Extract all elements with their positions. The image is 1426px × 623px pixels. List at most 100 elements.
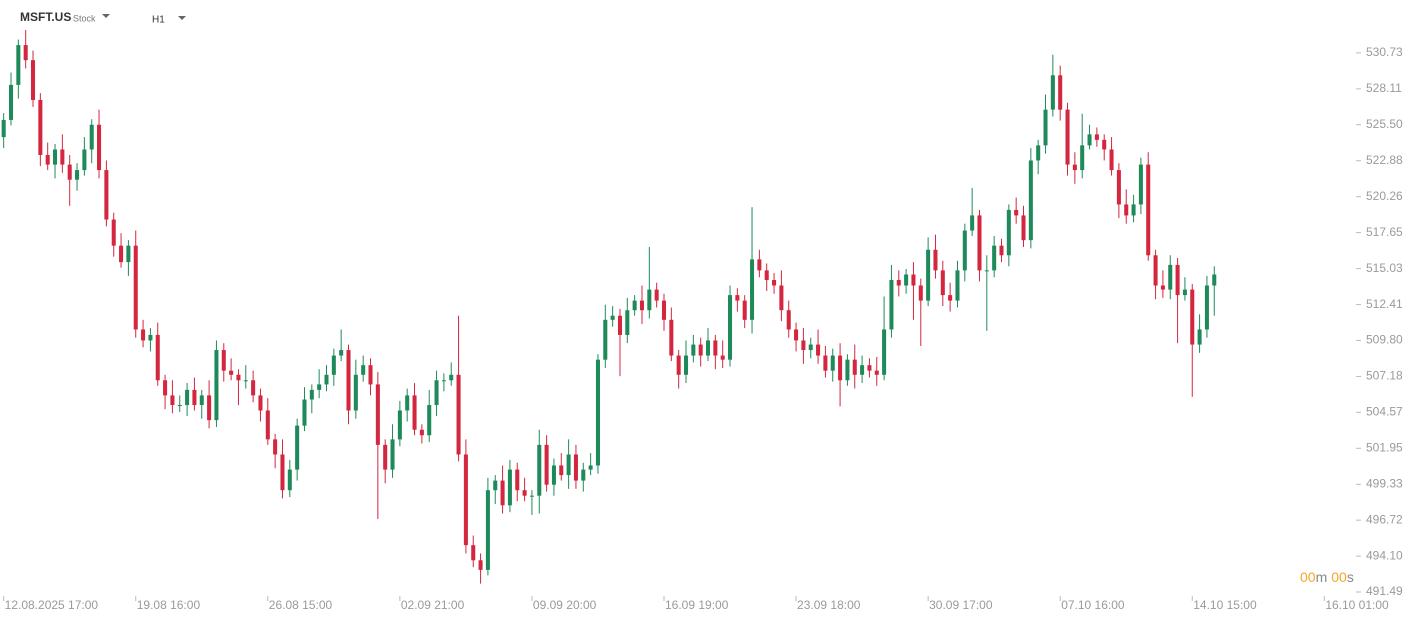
candle-body: [588, 465, 593, 470]
candle-body: [463, 454, 468, 546]
candle-body: [1028, 160, 1033, 241]
candle-body: [522, 490, 527, 496]
candle-body: [1094, 134, 1099, 140]
y-tick-label: 494.10: [1366, 548, 1403, 562]
candle-body: [104, 170, 109, 220]
candle-body: [89, 124, 94, 150]
candle-body: [860, 365, 865, 375]
candle-body: [1014, 209, 1019, 216]
candle-body: [295, 425, 300, 470]
candle-body: [126, 245, 131, 263]
candle-body: [698, 344, 703, 356]
candle-body: [882, 329, 887, 375]
candle-body: [478, 560, 483, 570]
candle-body: [566, 454, 571, 476]
candle-body: [375, 384, 380, 445]
candle-body: [1124, 204, 1129, 216]
y-tick-label: 522.88: [1366, 153, 1403, 167]
candle-body: [1080, 145, 1085, 171]
symbol[interactable]: MSFT.US: [20, 10, 71, 24]
candle-body: [155, 334, 160, 381]
candle-body: [119, 245, 124, 263]
candle-body: [970, 215, 975, 231]
candle-body: [30, 60, 36, 101]
candle-body: [559, 465, 564, 476]
candle-body: [794, 329, 799, 341]
x-tick-label: 16.10 01:00: [1325, 598, 1389, 612]
candle-body: [654, 289, 659, 301]
x-tick-label: 19.08 16:00: [137, 598, 201, 612]
candle-body: [1116, 170, 1121, 205]
candle-body: [456, 374, 461, 455]
candle-body: [1072, 164, 1077, 171]
timer-seconds: 00: [1331, 569, 1347, 585]
timeframe-dropdown[interactable]: [178, 16, 186, 20]
symbol-type: Stock: [73, 13, 96, 23]
candle-body: [390, 439, 395, 470]
candle-body: [1058, 75, 1063, 110]
candle-body: [221, 350, 226, 371]
candle-body: [669, 319, 674, 356]
candle-body: [515, 469, 520, 491]
candle-body: [1175, 264, 1180, 296]
x-tick-label: 30.09 17:00: [929, 598, 993, 612]
candle-body: [713, 340, 718, 356]
candle-body: [331, 355, 336, 375]
candle-body: [1146, 164, 1151, 256]
candle-body: [493, 480, 498, 491]
x-tick-label: 16.09 19:00: [665, 598, 729, 612]
candle-body: [647, 289, 652, 311]
x-tick-label: 26.08 15:00: [269, 598, 333, 612]
countdown: 00m 00s: [1300, 569, 1354, 585]
candle-body: [265, 410, 270, 440]
candle-body: [581, 469, 586, 481]
candle-body: [867, 365, 872, 371]
y-tick-label: 504.57: [1366, 404, 1403, 418]
timeframe[interactable]: H1: [152, 15, 165, 26]
candle-body: [192, 389, 197, 406]
candle-body: [507, 469, 512, 506]
candle-body: [163, 380, 168, 396]
candle-body: [1021, 215, 1026, 241]
y-tick-label: 509.80: [1366, 333, 1403, 347]
candle-body: [1212, 274, 1217, 286]
x-tick-label: 12.08.2025 17:00: [5, 598, 99, 612]
candle-body: [199, 395, 204, 406]
candle-body: [287, 469, 292, 491]
candle-body: [500, 480, 505, 506]
candle-body: [544, 444, 549, 485]
candle-body: [412, 395, 417, 430]
y-tick-label: 499.33: [1366, 476, 1403, 490]
candle-body: [214, 350, 219, 421]
y-tick-label: 501.95: [1366, 440, 1403, 454]
candle-body: [1065, 109, 1070, 165]
timer-minutes: 00: [1300, 569, 1316, 585]
candle-body: [258, 395, 263, 411]
candle-body: [45, 154, 50, 165]
y-tick-label: 515.03: [1366, 261, 1403, 275]
candle-body: [471, 545, 476, 561]
candle-body: [148, 334, 153, 341]
timer-minutes-unit: m: [1316, 569, 1328, 585]
candle-body: [889, 279, 894, 330]
candle-body: [772, 279, 777, 286]
candle-body: [955, 270, 960, 301]
candle-body: [346, 350, 351, 411]
candle-body: [933, 249, 938, 271]
candle-body: [185, 389, 190, 406]
symbol-dropdown[interactable]: [102, 14, 110, 18]
candle-body: [302, 399, 307, 426]
candle-body: [551, 465, 556, 485]
candle-body: [926, 249, 931, 301]
candle-body: [133, 245, 138, 330]
candle-body: [419, 429, 424, 436]
candle-body: [170, 395, 175, 406]
candle-body: [691, 344, 696, 356]
candle-body: [720, 355, 725, 360]
candle-body: [705, 340, 711, 356]
candle-body: [441, 380, 446, 382]
x-tick-label: 02.09 21:00: [401, 598, 465, 612]
y-tick-label: 525.50: [1366, 117, 1403, 131]
candle-body: [625, 310, 630, 335]
